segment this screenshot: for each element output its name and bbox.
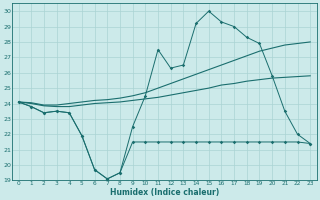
- X-axis label: Humidex (Indice chaleur): Humidex (Indice chaleur): [110, 188, 219, 197]
